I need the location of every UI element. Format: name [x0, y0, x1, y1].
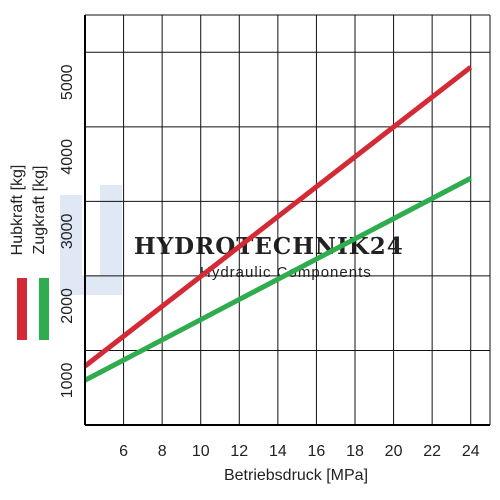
y-tick-label: 4000 — [59, 139, 76, 175]
y-tick-label: 2000 — [59, 288, 76, 324]
y-tick-labels: 1000 2000 3000 4000 5000 — [59, 64, 76, 398]
legend-label-zugkraft: Zugkraft [kg] — [31, 166, 48, 255]
watermark-subtext: Hydraulic Components — [200, 264, 372, 281]
legend: Hubkraft [kg] Zugkraft [kg] — [9, 165, 49, 340]
y-tick-label: 3000 — [59, 213, 76, 249]
x-axis-label: Betriebsdruck [MPa] — [224, 467, 368, 484]
x-tick-label: 8 — [158, 443, 167, 460]
chart-series — [83, 65, 473, 383]
x-tick-label: 12 — [230, 443, 248, 460]
x-tick-label: 16 — [308, 443, 326, 460]
legend-swatch-hubkraft — [17, 278, 27, 340]
watermark-logo-bar — [60, 195, 82, 295]
legend-label-hubkraft: Hubkraft [kg] — [9, 165, 26, 256]
x-tick-label: 24 — [462, 443, 480, 460]
legend-swatch-zugkraft — [39, 278, 49, 340]
y-tick-label: 1000 — [59, 363, 76, 399]
watermark-logo-upright — [100, 185, 122, 275]
watermark-logo-base — [82, 275, 122, 295]
x-tick-labels: 6 8 10 12 14 16 18 20 22 24 — [119, 443, 480, 460]
series-line-zugkraft — [83, 176, 472, 383]
y-tick-label: 5000 — [59, 64, 76, 100]
chart-axes — [84, 15, 490, 426]
series-line-hubkraft — [83, 65, 473, 369]
chart-grid — [85, 14, 491, 425]
x-tick-label: 14 — [269, 443, 287, 460]
x-tick-label: 22 — [423, 443, 441, 460]
x-tick-label: 18 — [346, 443, 364, 460]
x-tick-label: 6 — [119, 443, 128, 460]
x-tick-label: 10 — [192, 443, 210, 460]
x-tick-label: 20 — [385, 443, 403, 460]
